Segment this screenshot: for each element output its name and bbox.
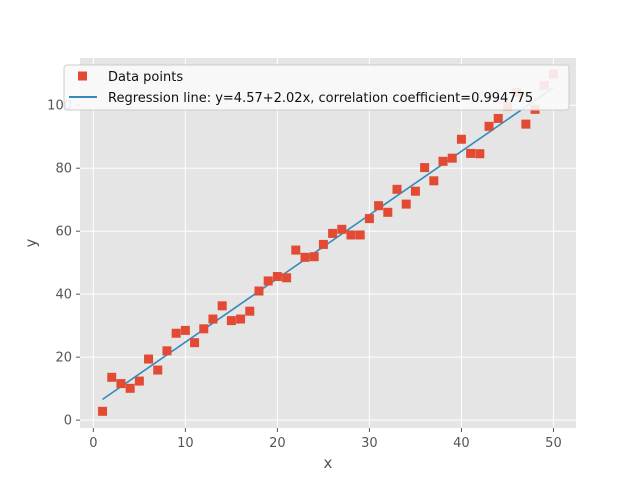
data-point (447, 153, 457, 163)
y-tick-label: 80 (55, 162, 72, 177)
data-point (153, 365, 163, 375)
data-point (236, 314, 246, 324)
data-point (245, 306, 255, 316)
data-point (328, 228, 338, 238)
data-point (199, 324, 209, 334)
data-point (134, 376, 144, 386)
data-point (355, 230, 365, 240)
data-point (401, 199, 411, 209)
x-axis-label: x (324, 454, 333, 472)
legend-marker-data-points (78, 71, 87, 81)
data-point (98, 406, 108, 416)
legend: Data points Regression line: y=4.57+2.02… (63, 64, 570, 111)
data-point (291, 245, 301, 255)
y-tick-label: 20 (55, 351, 72, 366)
data-point (226, 316, 236, 326)
x-tick-label: 20 (269, 436, 286, 451)
data-point (429, 176, 439, 186)
x-tick-label: 0 (89, 436, 97, 451)
data-point (217, 301, 227, 311)
data-point (300, 252, 310, 262)
data-point (309, 252, 319, 262)
legend-label-data-points: Data points (108, 70, 183, 85)
data-point (392, 184, 402, 194)
data-point (282, 273, 292, 283)
x-tick-label: 10 (177, 436, 194, 451)
legend-label-regression-line: Regression line: y=4.57+2.02x, correlati… (108, 91, 533, 106)
legend-box (63, 64, 570, 111)
data-point (180, 325, 190, 335)
data-point (254, 286, 264, 296)
data-point (456, 134, 466, 144)
data-point (116, 379, 126, 389)
y-tick-label: 0 (64, 414, 72, 429)
data-point (337, 224, 347, 234)
data-point (493, 113, 503, 123)
data-point (208, 314, 218, 324)
data-point (364, 214, 374, 224)
data-point (125, 383, 135, 393)
data-point (272, 272, 282, 282)
regression-line-layer (102, 87, 554, 401)
data-point (263, 276, 273, 286)
data-point (107, 372, 117, 382)
data-point (144, 354, 154, 364)
y-tick-label: 60 (55, 225, 72, 240)
data-point (475, 149, 485, 159)
y-tick-label: 40 (55, 288, 72, 303)
data-point (190, 338, 200, 348)
data-point (521, 119, 531, 129)
x-tick-label: 50 (545, 436, 562, 451)
y-axis-label: y (22, 238, 40, 247)
x-tick-label: 40 (453, 436, 470, 451)
data-point (374, 201, 384, 211)
data-point (383, 207, 393, 217)
data-point (484, 121, 494, 131)
data-point (346, 230, 356, 240)
data-point (410, 186, 420, 196)
regression-line (102, 87, 554, 401)
data-point (438, 156, 448, 166)
data-point (318, 239, 328, 249)
data-point (466, 148, 476, 158)
data-point (171, 328, 181, 338)
data-point (162, 346, 172, 356)
data-point (420, 163, 430, 173)
x-tick-label: 30 (361, 436, 378, 451)
